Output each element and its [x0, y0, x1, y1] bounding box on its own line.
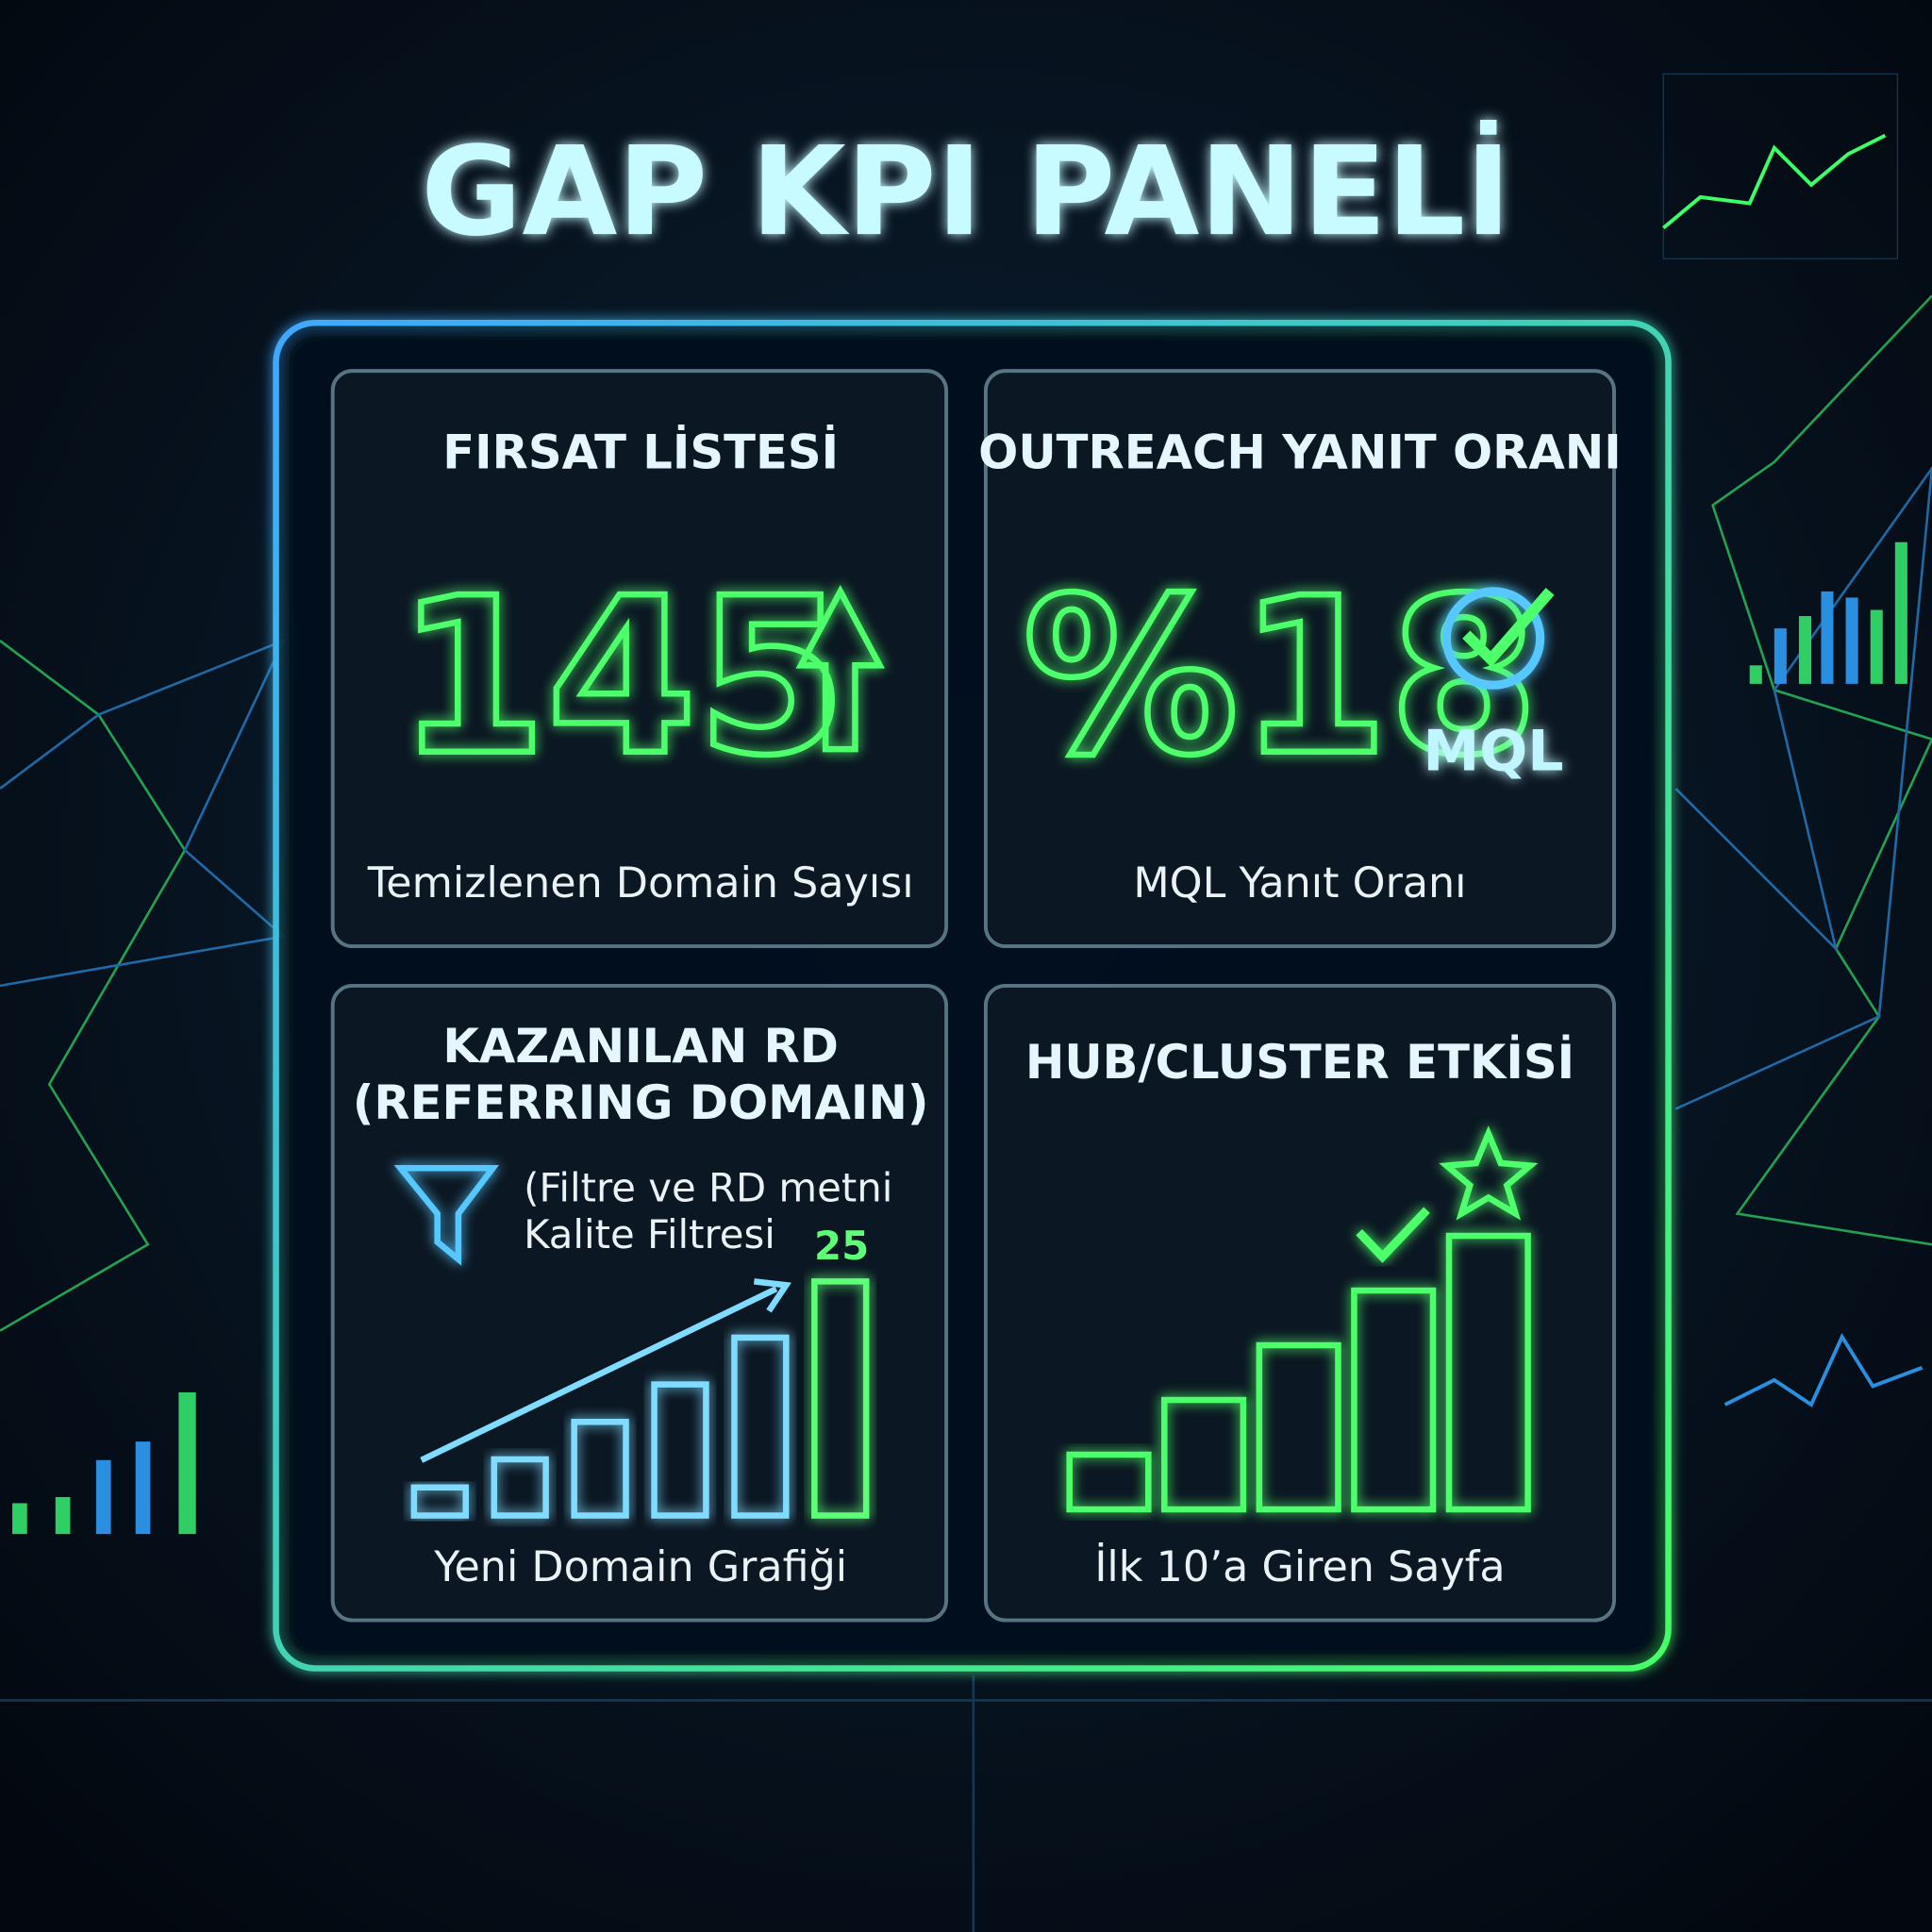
trend-arrow: [420, 1278, 791, 1463]
bar-chart: 25: [410, 1223, 870, 1519]
bar: [811, 1278, 870, 1519]
bar: [571, 1418, 629, 1519]
bar: [1351, 1287, 1437, 1513]
bar: [1066, 1451, 1152, 1513]
card: [983, 983, 1616, 1623]
bar: [731, 1334, 790, 1519]
card-title: (REFERRING DOMAIN): [353, 1075, 929, 1130]
card-caption: Yeni Domain Grafiği: [433, 1543, 847, 1591]
badge: MQL: [1423, 718, 1563, 784]
card-caption: İlk 10’a Giren Sayfa: [1094, 1542, 1505, 1591]
card-caption: MQL Yanıt Oranı: [1133, 859, 1466, 908]
check-mark: [1356, 1207, 1430, 1263]
card: [330, 369, 949, 949]
card-title: KAZANILAN RD: [442, 1019, 838, 1074]
check-mark: [1462, 588, 1555, 668]
bar: [1256, 1341, 1341, 1513]
page-title: GAP KPI PANELİ: [421, 120, 1511, 263]
star-icon: [1439, 1125, 1539, 1221]
bar: [491, 1456, 549, 1519]
filter-icon: [393, 1164, 500, 1266]
bar: [1445, 1232, 1531, 1513]
up-arrow-icon: [795, 585, 886, 753]
card-note: (Filtre ve RD metni: [524, 1164, 892, 1210]
card-title: HUB/CLUSTER ETKİSİ: [1025, 1035, 1574, 1090]
card-title: OUTREACH YANIT ORANI: [978, 425, 1622, 479]
card-caption: Temizlenen Domain Sayısı: [367, 859, 914, 908]
card-note: Kalite Filtresi: [524, 1211, 775, 1257]
check-icon: [1441, 587, 1545, 690]
card: [330, 983, 949, 1623]
kpi-value: 145: [397, 552, 847, 803]
bar: [651, 1381, 709, 1519]
bar: [1161, 1396, 1247, 1513]
kpi-value: %18: [1023, 552, 1539, 803]
card: [983, 369, 1616, 949]
card-title: FIRSAT LİSTESİ: [442, 425, 839, 479]
mini-charts: [12, 73, 1924, 1535]
bar-chart: [1066, 1232, 1531, 1513]
bar: [410, 1484, 469, 1519]
bar-value-label: 25: [814, 1223, 869, 1269]
